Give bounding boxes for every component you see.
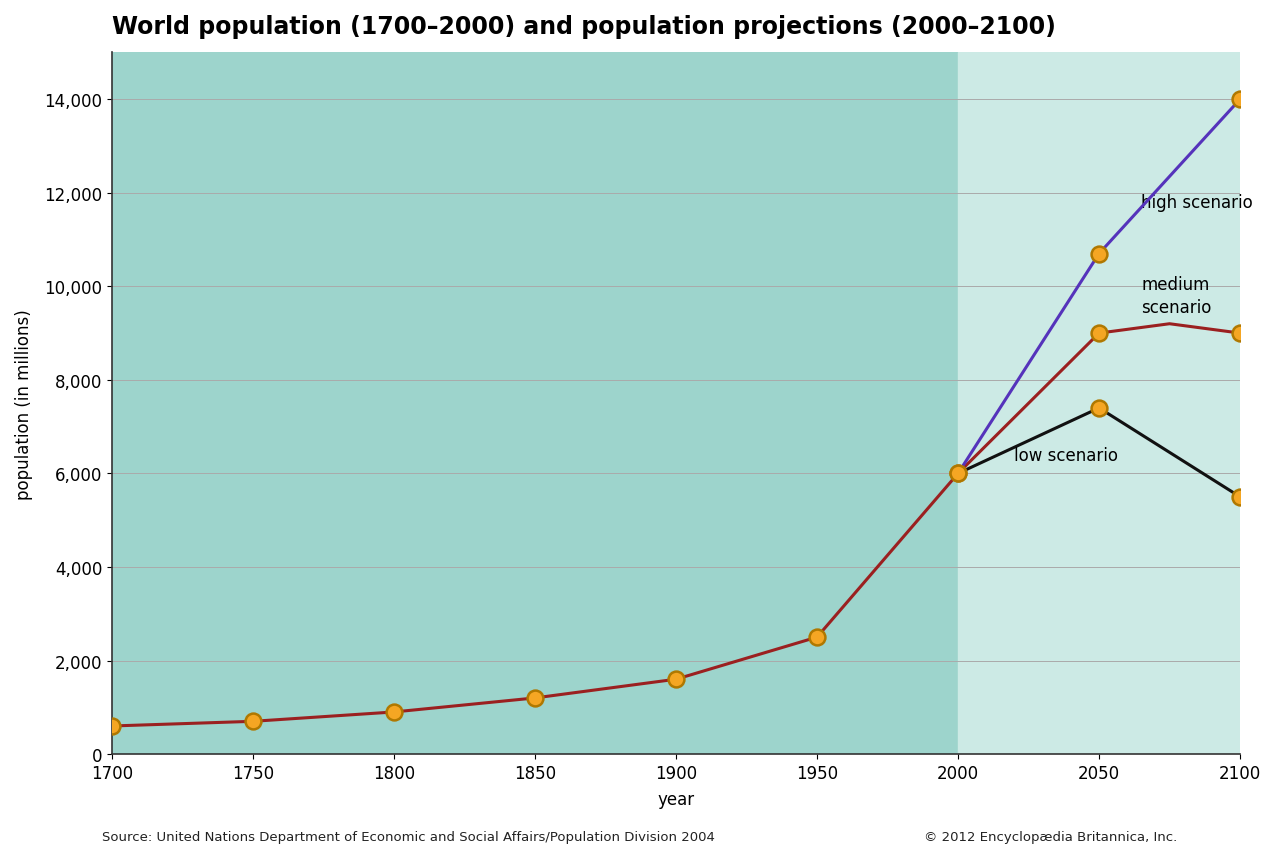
Point — [1089, 247, 1110, 261]
Text: medium
scenario: medium scenario — [1142, 276, 1212, 317]
Bar — [111, 54, 957, 754]
Point — [947, 467, 968, 481]
Point — [947, 467, 968, 481]
Y-axis label: population (in millions): population (in millions) — [15, 309, 33, 499]
Text: high scenario: high scenario — [1142, 194, 1253, 212]
Text: Source: United Nations Department of Economic and Social Affairs/Population Divi: Source: United Nations Department of Eco… — [102, 830, 716, 843]
Point — [243, 715, 264, 728]
Point — [525, 691, 545, 705]
Point — [666, 673, 686, 687]
Point — [1230, 490, 1251, 504]
Point — [1089, 327, 1110, 340]
Point — [806, 630, 827, 644]
Point — [384, 705, 404, 719]
Text: © 2012 Encyclopædia Britannica, Inc.: © 2012 Encyclopædia Britannica, Inc. — [924, 830, 1178, 843]
X-axis label: year: year — [658, 790, 695, 808]
Point — [1230, 327, 1251, 340]
Text: low scenario: low scenario — [1015, 446, 1119, 464]
Point — [101, 719, 122, 733]
Text: World population (1700–2000) and population projections (2000–2100): World population (1700–2000) and populat… — [111, 15, 1056, 39]
Point — [1089, 402, 1110, 415]
Point — [1230, 93, 1251, 107]
Bar — [957, 54, 1240, 754]
